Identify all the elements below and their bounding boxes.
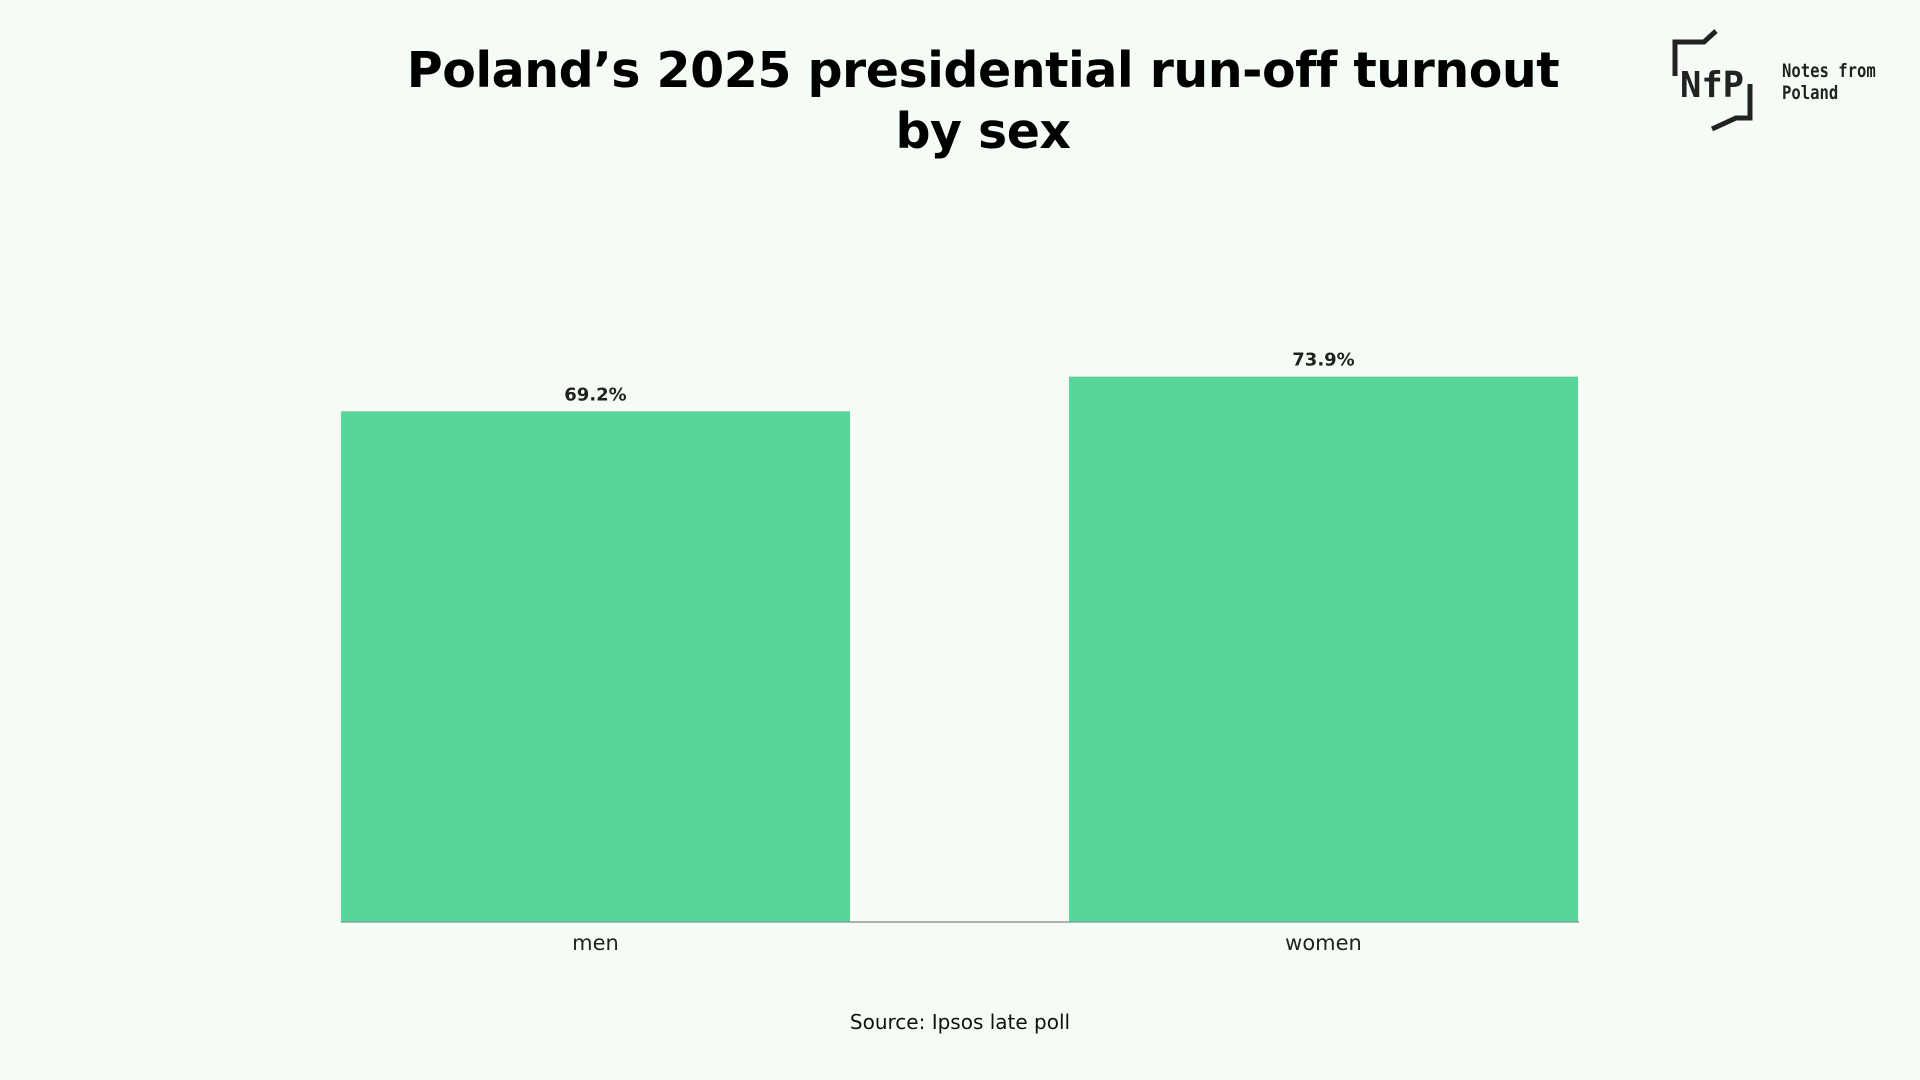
chart-title-line-1: Poland’s 2025 presidential run-off turno…: [406, 42, 1560, 99]
logo-mark: NfP: [1680, 65, 1744, 106]
nfp-logo-icon: NfP: [1672, 29, 1753, 132]
bars-group: 69.2% men 73.9% women: [341, 350, 1578, 955]
data-label-women: 73.9%: [1292, 350, 1354, 371]
bar-men: [341, 411, 850, 922]
source-note: Source: Ipsos late poll: [849, 1010, 1071, 1034]
logo-text-line-1: Notes from: [1782, 60, 1876, 82]
data-label-men: 69.2%: [564, 384, 626, 405]
chart-title-line-2: by sex: [895, 103, 1071, 160]
logo-text: Notes from Poland: [1782, 60, 1880, 104]
x-tick-label-women: women: [1285, 931, 1362, 955]
x-tick-label-men: men: [572, 931, 619, 955]
bar-women: [1069, 376, 1578, 922]
logo-text-line-2: Poland: [1782, 82, 1839, 104]
chart-title: Poland’s 2025 presidential run-off turno…: [383, 40, 1583, 162]
notes-from-poland-logo: NfP Notes from Poland: [1668, 26, 1893, 136]
